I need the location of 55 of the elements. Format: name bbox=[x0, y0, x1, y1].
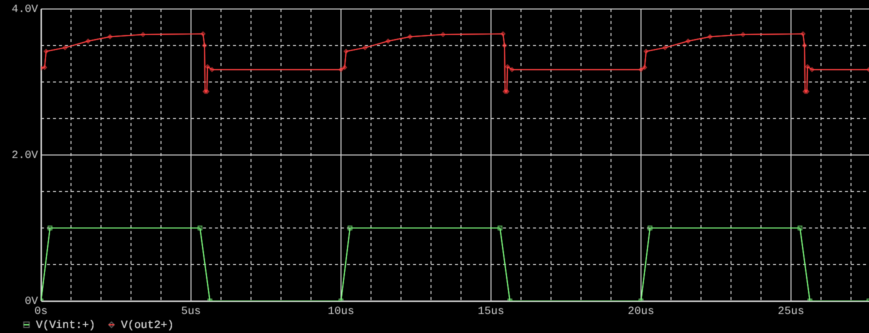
point bbox=[802, 89, 808, 94]
point bbox=[686, 38, 690, 44]
point bbox=[348, 226, 352, 230]
point bbox=[805, 64, 810, 70]
legend-label: V(out2+) bbox=[121, 320, 174, 332]
point bbox=[502, 43, 507, 48]
point bbox=[802, 43, 807, 48]
point bbox=[202, 89, 208, 94]
point bbox=[500, 31, 506, 36]
point bbox=[140, 32, 146, 37]
x-tick-label: 25us bbox=[778, 306, 804, 318]
point bbox=[638, 67, 644, 72]
point bbox=[210, 67, 214, 72]
point bbox=[510, 67, 514, 72]
point bbox=[338, 67, 344, 72]
point bbox=[62, 45, 68, 50]
x-tick-label: 5us bbox=[181, 306, 201, 318]
point bbox=[362, 45, 368, 50]
point bbox=[204, 89, 210, 94]
legend-label: V(Vint:+) bbox=[36, 320, 96, 332]
point bbox=[408, 34, 412, 40]
point bbox=[86, 38, 90, 44]
point bbox=[386, 38, 390, 44]
point bbox=[44, 48, 48, 54]
point bbox=[344, 48, 348, 54]
point bbox=[708, 34, 712, 40]
point bbox=[48, 226, 52, 230]
x-tick-label: 15us bbox=[478, 306, 504, 318]
y-tick-label: 4.0V bbox=[12, 4, 38, 16]
point bbox=[662, 45, 668, 50]
point bbox=[804, 89, 810, 94]
point bbox=[798, 226, 802, 230]
point bbox=[502, 89, 508, 94]
point bbox=[504, 89, 510, 94]
point bbox=[342, 65, 347, 70]
point bbox=[648, 226, 652, 230]
point bbox=[644, 48, 648, 54]
y-tick-label: 0V bbox=[24, 296, 38, 308]
point bbox=[198, 226, 202, 230]
point bbox=[800, 31, 806, 36]
point bbox=[200, 31, 206, 36]
y-tick-label: 2.0V bbox=[12, 150, 38, 162]
x-tick-label: 20us bbox=[628, 306, 654, 318]
point bbox=[810, 67, 814, 72]
x-tick-label: 10us bbox=[328, 306, 354, 318]
point bbox=[108, 34, 112, 40]
x-tick-label: 0s bbox=[34, 306, 48, 318]
point bbox=[740, 32, 746, 37]
point bbox=[505, 64, 510, 70]
point bbox=[498, 226, 502, 230]
point bbox=[440, 32, 446, 37]
point bbox=[642, 65, 647, 70]
point bbox=[205, 64, 210, 70]
point bbox=[202, 43, 207, 48]
point bbox=[42, 65, 47, 70]
